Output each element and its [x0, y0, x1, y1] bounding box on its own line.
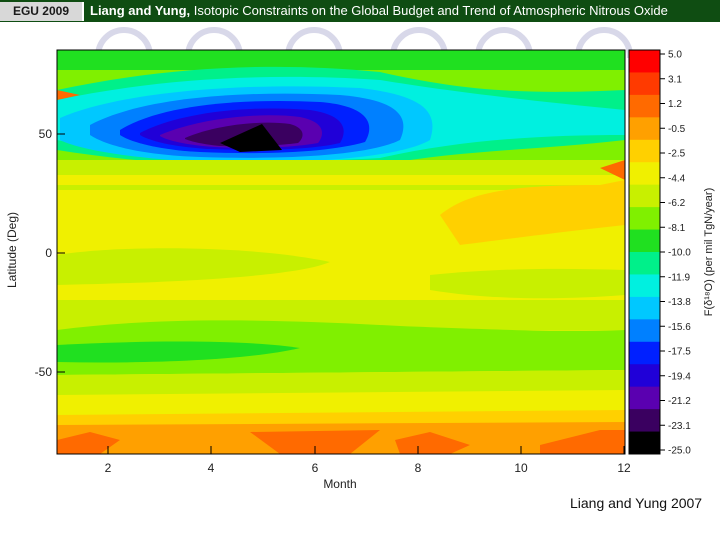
colorbar-swatch [629, 341, 660, 365]
colorbar-tick-label: -13.8 [668, 297, 691, 308]
colorbar-swatch [629, 229, 660, 253]
y-axis-label: Latitude (Deg) [5, 212, 19, 288]
colorbar-tick-label: -2.5 [668, 149, 686, 160]
colorbar-tick-label: -21.2 [668, 396, 691, 407]
x-tick-label: 8 [415, 461, 422, 475]
colorbar-tick-label: -19.4 [668, 371, 691, 382]
colorbar-swatch [629, 162, 660, 186]
conference-badge: EGU 2009 [0, 2, 84, 21]
contour-field [57, 50, 625, 454]
colorbar-tick-label: -6.2 [668, 198, 686, 209]
y-tick-label: -50 [35, 365, 53, 379]
colorbar-swatch [629, 184, 660, 208]
x-axis: 2 4 6 8 10 12 Month [105, 446, 631, 491]
colorbar-swatch [629, 319, 660, 343]
slide-header: EGU 2009 Liang and Yung, Isotopic Constr… [0, 0, 720, 22]
colorbar-tick-label: -15.6 [668, 322, 691, 333]
colorbar-swatch [629, 139, 660, 163]
x-tick-label: 12 [617, 461, 631, 475]
x-tick-label: 6 [312, 461, 319, 475]
colorbar-swatch [629, 94, 660, 118]
colorbar-tick-label: -25.0 [668, 446, 691, 457]
colorbar-tick-label: -4.4 [668, 173, 686, 184]
colorbar-tick-label: -8.1 [668, 223, 686, 234]
colorbar-swatch [629, 274, 660, 298]
colorbar-swatch [629, 72, 660, 96]
x-tick-label: 2 [105, 461, 112, 475]
colorbar-swatch [629, 386, 660, 410]
colorbar-swatch [629, 364, 660, 388]
colorbar-swatch [629, 431, 660, 455]
citation: Liang and Yung 2007 [570, 495, 703, 511]
colorbar-swatch [629, 50, 660, 73]
slide-title: Liang and Yung, Isotopic Constraints on … [90, 3, 668, 18]
x-axis-label: Month [323, 477, 356, 491]
colorbar-tick-label: -23.1 [668, 421, 691, 432]
y-axis: 50 0 -50 Latitude (Deg) [5, 127, 65, 379]
colorbar-tick-label: -11.9 [668, 272, 690, 283]
colorbar [629, 50, 660, 455]
colorbar-swatch [629, 252, 660, 275]
colorbar-swatch [629, 207, 660, 231]
colorbar-swatch [629, 296, 660, 320]
colorbar-tick-label: 3.1 [668, 74, 682, 85]
x-tick-label: 4 [208, 461, 215, 475]
x-tick-label: 10 [514, 461, 528, 475]
colorbar-label: F(δ¹⁸O) (per mil TgN/year) [703, 188, 715, 317]
colorbar-tick-label: 1.2 [668, 99, 682, 110]
colorbar-tick-label: -0.5 [668, 124, 686, 135]
y-tick-label: 0 [45, 246, 52, 260]
colorbar-swatch [629, 409, 660, 433]
colorbar-tick-label: 5.0 [668, 50, 682, 61]
colorbar-tick-label: -10.0 [668, 248, 691, 259]
y-tick-label: 50 [39, 127, 53, 141]
colorbar-swatch [629, 117, 660, 141]
colorbar-tick-label: -17.5 [668, 347, 691, 358]
colorbar-ticks: 5.0 3.1 1.2 -0.5 -2.5 -4.4 -6.2 -8.1 -10.0 -11.9 -… [660, 50, 691, 457]
